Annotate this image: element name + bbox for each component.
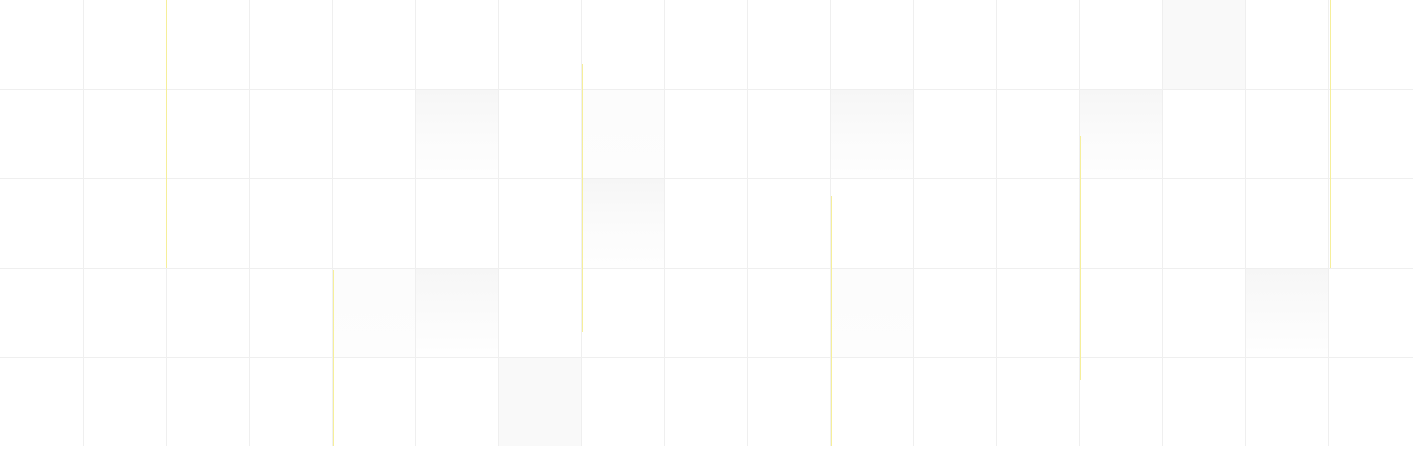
grid-line-vertical (83, 0, 84, 446)
grid-line-vertical (332, 0, 333, 446)
grid-line-vertical (498, 0, 499, 446)
shaded-tile (581, 89, 664, 178)
grid-line-horizontal (0, 89, 1413, 90)
grid-line-vertical (249, 0, 250, 446)
grid-line-vertical (1162, 0, 1163, 446)
shaded-tile (415, 89, 498, 178)
grid-line-vertical (1245, 0, 1246, 446)
accent-line (1330, 0, 1331, 268)
shaded-tile (498, 357, 581, 446)
grid-line-vertical (1328, 0, 1329, 446)
grid-line-horizontal (0, 357, 1413, 358)
grid-line-vertical (1079, 0, 1080, 446)
shaded-tile (415, 268, 498, 357)
accent-line (582, 64, 583, 332)
shaded-tile (1162, 0, 1245, 89)
grid-line-vertical (415, 0, 416, 446)
shaded-tile (830, 268, 913, 357)
accent-line (166, 0, 167, 268)
grid-line-vertical (913, 0, 914, 446)
shaded-tile (830, 89, 913, 178)
grid-line-horizontal (0, 268, 1413, 269)
shaded-tile (1245, 268, 1328, 357)
grid-line-horizontal (0, 178, 1413, 179)
shaded-tile (332, 268, 415, 357)
grid-line-vertical (664, 0, 665, 446)
shaded-tile (581, 178, 664, 268)
shaded-tile (1079, 89, 1162, 178)
grid-line-vertical (747, 0, 748, 446)
accent-line (1080, 136, 1081, 380)
accent-line (333, 270, 334, 446)
grid-line-vertical (581, 0, 582, 446)
grid-line-vertical (830, 0, 831, 446)
grid-line-vertical (996, 0, 997, 446)
accent-line (831, 196, 832, 446)
